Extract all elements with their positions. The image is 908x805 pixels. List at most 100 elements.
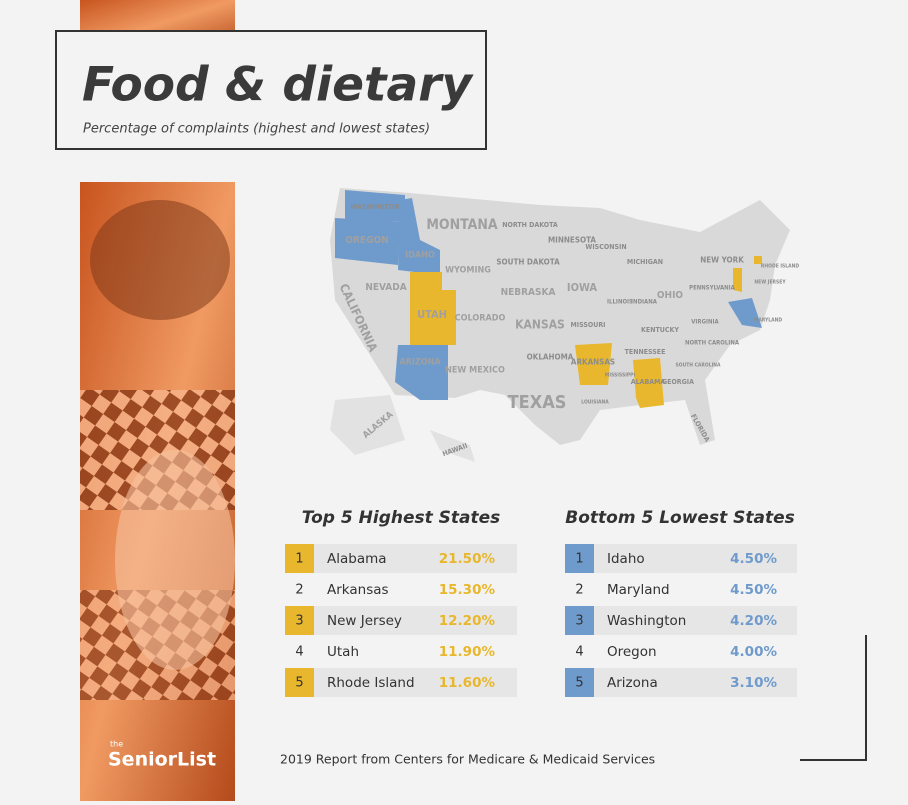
rank: 5 <box>295 676 303 691</box>
map-label: MISSISSIPPI <box>605 373 636 379</box>
map-label: IOWA <box>567 281 598 294</box>
map-label: TENNESSEE <box>625 348 666 356</box>
subtitle: Percentage of complaints (highest and lo… <box>83 122 430 137</box>
map-label: MINNESOTA <box>548 236 596 245</box>
rank: 2 <box>295 583 303 598</box>
state: Arizona <box>607 675 658 691</box>
map-label: NEVADA <box>365 282 406 293</box>
map-label: LOUISIANA <box>581 400 609 406</box>
logo-prefix: the <box>110 740 123 749</box>
state: Oregon <box>607 644 657 660</box>
map-label: INDIANA <box>631 299 658 306</box>
rank: 4 <box>295 645 303 660</box>
state-maryland <box>728 298 762 328</box>
rank: 4 <box>575 645 583 660</box>
row-bg <box>285 544 517 573</box>
state: Arkansas <box>327 582 389 598</box>
rank-box <box>565 606 594 635</box>
value: 3.10% <box>730 675 777 691</box>
value: 4.20% <box>730 613 777 629</box>
row-bg <box>285 668 517 697</box>
map-label: ILLINOIS <box>607 299 633 306</box>
rank-box <box>285 606 314 635</box>
map-label: VIRGINIA <box>691 319 719 326</box>
map-label: OHIO <box>657 290 684 301</box>
map-label: NORTH DAKOTA <box>502 221 558 229</box>
map-label: NORTH CAROLINA <box>685 340 740 347</box>
map-label: NEBRASKA <box>501 287 556 298</box>
row-bg <box>285 606 517 635</box>
row-bg <box>565 668 797 697</box>
corner-bracket <box>800 635 867 761</box>
map-label: KENTUCKY <box>641 326 679 334</box>
value: 11.60% <box>439 675 496 691</box>
state-utah <box>410 272 456 345</box>
rank-box <box>285 668 314 697</box>
state-washington <box>345 190 405 222</box>
rank: 1 <box>575 552 583 567</box>
map-label: TEXAS <box>508 392 567 413</box>
rank-box <box>565 544 594 573</box>
photo-food <box>90 200 230 320</box>
value: 15.30% <box>439 582 496 598</box>
rank: 3 <box>295 614 303 629</box>
rank: 2 <box>575 583 583 598</box>
rank-box <box>565 668 594 697</box>
map-label: OREGON <box>345 235 388 246</box>
state: New Jersey <box>327 613 402 629</box>
map-label: IDAHO <box>405 251 435 261</box>
map-label: ARKANSAS <box>571 358 615 367</box>
title: Food & dietary <box>82 58 474 113</box>
map-label: KANSAS <box>515 318 565 332</box>
map-label: NEW MEXICO <box>445 366 505 376</box>
rank: 5 <box>575 676 583 691</box>
map-label: WISCONSIN <box>585 243 626 251</box>
rank-box <box>285 544 314 573</box>
map-label: COLORADO <box>455 314 506 324</box>
alaska-shape <box>330 395 405 455</box>
map-label: NEW YORK <box>700 256 744 265</box>
state: Idaho <box>607 551 645 567</box>
row-bg <box>565 544 797 573</box>
value: 4.00% <box>730 644 777 660</box>
map-label: SOUTH CAROLINA <box>676 363 721 369</box>
map-label: GEORGIA <box>662 378 694 386</box>
rank: 1 <box>295 552 303 567</box>
state-oregon <box>335 218 400 265</box>
map-label: ALABAMA <box>631 378 666 386</box>
value: 4.50% <box>730 551 777 567</box>
map-label: PENNSYLVANIA <box>689 285 736 292</box>
map-label: SOUTH DAKOTA <box>496 258 560 267</box>
state-new-jersey <box>733 268 742 292</box>
state-alabama <box>633 358 664 408</box>
map-label: UTAH <box>417 308 447 321</box>
map-label: RHODE ISLAND <box>761 264 799 270</box>
map-label: ARIZONA <box>399 358 441 368</box>
logo: SeniorList <box>108 749 216 771</box>
table-title: Bottom 5 Lowest States <box>565 508 794 528</box>
state-arizona <box>395 345 448 400</box>
map-label: NEW JERSEY <box>754 280 786 286</box>
title-box <box>55 30 487 150</box>
map-label: WASHINGTON <box>351 203 400 211</box>
state: Maryland <box>607 582 670 598</box>
state: Washington <box>607 613 686 629</box>
state: Utah <box>327 644 359 660</box>
state-arkansas <box>575 343 612 385</box>
map-label: MARYLAND <box>754 318 783 324</box>
map-label: OKLAHOMA <box>527 353 574 362</box>
state: Rhode Island <box>327 675 415 691</box>
rank: 3 <box>575 614 583 629</box>
row-bg <box>565 606 797 635</box>
map-label: MICHIGAN <box>627 258 663 266</box>
map-label: MISSOURI <box>570 321 605 329</box>
value: 4.50% <box>730 582 777 598</box>
photo-food <box>115 450 235 670</box>
value: 21.50% <box>439 551 496 567</box>
table-title: Top 5 Highest States <box>302 508 501 528</box>
map-label: WYOMING <box>445 266 491 276</box>
value: 12.20% <box>439 613 496 629</box>
state-idaho <box>398 198 440 275</box>
